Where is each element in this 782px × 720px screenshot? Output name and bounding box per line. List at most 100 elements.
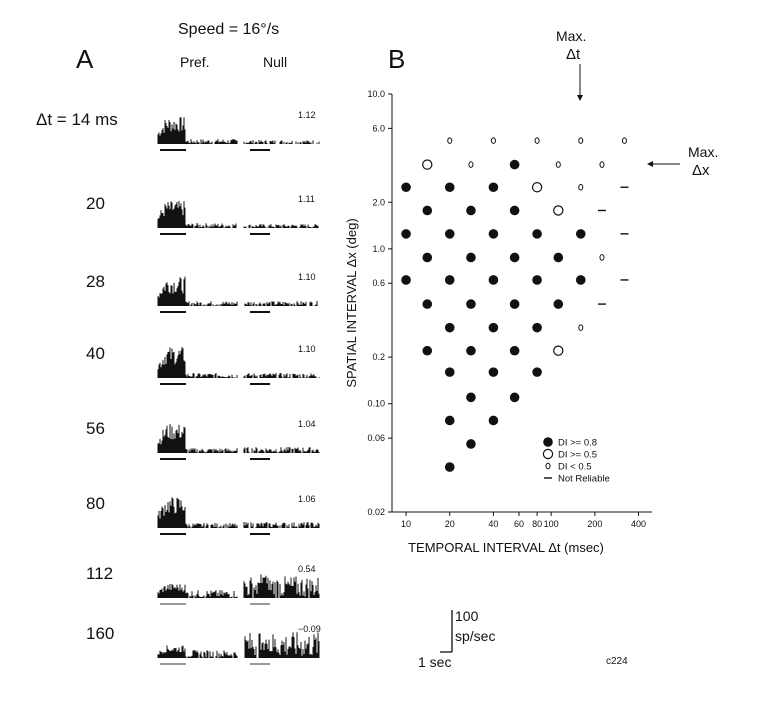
- data-point: [444, 275, 455, 285]
- x-tick-label: 40: [488, 519, 498, 529]
- data-point: [466, 252, 476, 263]
- data-point: [422, 345, 433, 356]
- data-point: [509, 205, 520, 216]
- dt-row-label: 160: [86, 624, 115, 643]
- x-tick-label: 10: [401, 519, 411, 529]
- data-point: [578, 324, 584, 331]
- dt-row-label: 20: [86, 194, 105, 213]
- legend-marker: [543, 437, 553, 447]
- dt-row-label: 80: [86, 494, 105, 513]
- y-tick-label: 0.02: [367, 507, 385, 517]
- data-point: [422, 205, 433, 216]
- data-point: [534, 137, 540, 144]
- max-dx-label: Max.: [688, 144, 719, 160]
- x-tick-label: 20: [445, 519, 455, 529]
- direction-ratio: −0.09: [298, 624, 321, 634]
- x-tick-label: 200: [587, 519, 602, 529]
- max-dx-symbol: Δx: [692, 162, 710, 179]
- pref-column-label: Pref.: [180, 54, 210, 70]
- y-tick-label: 0.2: [372, 352, 385, 362]
- panel-a-letter: A: [76, 44, 94, 74]
- data-point: [575, 229, 586, 239]
- direction-ratio: 1.06: [298, 494, 316, 504]
- scale-bar-y-unit: sp/sec: [455, 628, 496, 644]
- data-point: [509, 159, 520, 170]
- data-point: [509, 345, 520, 356]
- max-dt-label: Max.: [556, 28, 587, 44]
- data-point: [553, 299, 564, 309]
- data-point: [509, 252, 520, 263]
- legend-label: Not Reliable: [558, 474, 610, 485]
- scale-bar-y-value: 100: [455, 608, 479, 624]
- data-point: [509, 392, 520, 403]
- direction-ratio: 0.54: [298, 564, 316, 574]
- legend-label: DI >= 0.8: [558, 438, 597, 449]
- data-point: [488, 275, 499, 285]
- x-tick-label: 100: [544, 519, 559, 529]
- data-point: [401, 229, 411, 239]
- data-point: [422, 299, 433, 309]
- data-point: [444, 322, 455, 333]
- data-point: [532, 275, 542, 285]
- data-point: [531, 182, 543, 193]
- data-point: [466, 345, 476, 356]
- figure-code: c224: [606, 656, 628, 667]
- data-point: [488, 415, 499, 426]
- dt-row-label: 56: [86, 419, 105, 438]
- direction-ratio: 1.10: [298, 344, 316, 354]
- data-point: [553, 345, 564, 356]
- data-point: [578, 137, 584, 144]
- data-point: [466, 392, 476, 403]
- dt-row-label: 112: [86, 564, 114, 583]
- data-point: [444, 229, 455, 239]
- max-dt-symbol: Δt: [566, 46, 581, 63]
- data-point: [401, 182, 411, 193]
- null-column-label: Null: [263, 54, 288, 70]
- data-point: [468, 161, 474, 168]
- speed-label: Speed = 16°/s: [178, 21, 280, 38]
- panel-b-letter: B: [388, 44, 406, 74]
- direction-ratio: 1.10: [298, 272, 316, 282]
- data-point: [578, 183, 584, 191]
- data-point: [422, 159, 433, 170]
- data-point: [488, 367, 499, 377]
- data-point: [444, 182, 455, 193]
- direction-ratio: 1.04: [298, 419, 316, 429]
- y-tick-label: 10.0: [367, 89, 385, 99]
- y-tick-label: 1.0: [372, 244, 385, 254]
- data-point: [466, 205, 476, 216]
- data-point: [599, 254, 605, 261]
- x-axis-label: TEMPORAL INTERVAL Δt (msec): [408, 540, 604, 555]
- data-point: [490, 137, 496, 144]
- data-points: [401, 137, 629, 472]
- data-point: [532, 367, 542, 377]
- data-point: [422, 252, 433, 263]
- dt-row-label: Δt = 14 ms: [36, 110, 118, 129]
- data-point: [553, 205, 564, 216]
- axes: 0.02 0.06 0.10 0.2 0.6 1.0 2.0 6.0 10.0 10 20 40 60 8…: [344, 89, 652, 555]
- legend-label: DI < 0.5: [558, 462, 592, 473]
- data-point: [488, 322, 499, 333]
- data-point: [488, 229, 499, 239]
- y-tick-label: 2.0: [372, 197, 385, 207]
- direction-ratio: 1.12: [298, 110, 316, 120]
- legend-marker: [542, 448, 554, 460]
- data-point: [532, 322, 542, 333]
- data-point: [553, 252, 564, 263]
- data-point: [509, 299, 520, 309]
- y-tick-label: 0.6: [372, 278, 385, 288]
- legend-marker: [545, 462, 551, 470]
- y-axis-label: SPATIAL INTERVAL Δx (deg): [344, 218, 359, 387]
- dt-row-label: 28: [86, 272, 105, 291]
- dt-row-label: 40: [86, 344, 105, 363]
- data-point: [555, 161, 561, 168]
- data-point: [466, 299, 476, 309]
- data-point: [447, 137, 453, 144]
- data-point: [444, 415, 455, 426]
- direction-ratio: 1.11: [298, 194, 315, 204]
- data-point: [621, 137, 627, 144]
- data-point: [466, 439, 476, 449]
- y-tick-label: 0.10: [367, 399, 385, 409]
